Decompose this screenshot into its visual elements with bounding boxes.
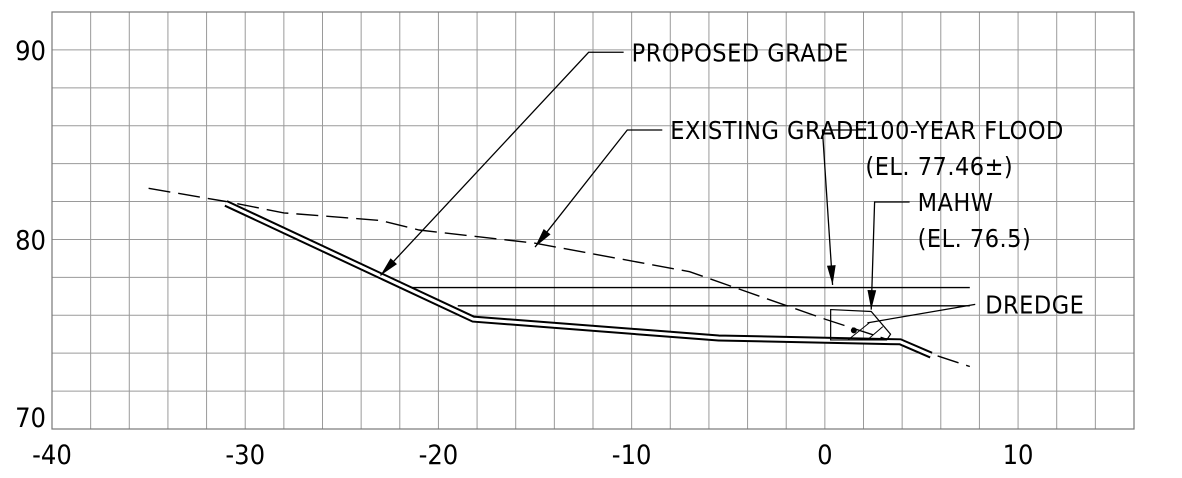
callout-existing: EXISTING GRADE — [534, 116, 868, 248]
x-tick-label: -20 — [419, 440, 459, 471]
proposed-grade-inner — [225, 202, 932, 357]
x-tick-labels: -40 -30 -20 -10 0 10 — [32, 440, 1033, 471]
callout-mahw: MAHW (EL. 76.5) — [867, 188, 1031, 310]
existing-grade-line — [148, 187, 971, 368]
callout-dredge: DREDGE — [867, 290, 1084, 324]
callout-label: 100-YEAR FLOOD — [865, 116, 1063, 145]
y-tick-label: 90 — [15, 36, 46, 67]
x-tick-label: 0 — [817, 440, 832, 471]
y-tick-label: 80 — [15, 225, 46, 256]
x-tick-label: 10 — [1003, 440, 1034, 471]
dredge-hatch — [847, 322, 870, 341]
y-tick-label: 70 — [15, 403, 46, 434]
x-tick-label: -10 — [612, 440, 652, 471]
dredge-area — [830, 308, 892, 341]
arrowhead-icon — [867, 289, 877, 310]
grid — [52, 12, 1134, 429]
callout-label: MAHW — [918, 188, 994, 217]
water-level-lines — [399, 286, 970, 307]
arrowhead-icon — [380, 258, 397, 276]
callout-label: (EL. 76.5) — [918, 224, 1032, 253]
callout-label: DREDGE — [985, 290, 1084, 319]
dredge-hatch — [867, 326, 884, 341]
plot-frame — [51, 11, 1135, 430]
dredge-outline — [830, 308, 892, 341]
arrowhead-icon — [535, 229, 551, 248]
grade-lines — [148, 187, 971, 368]
leader-line — [379, 51, 624, 276]
callout-flood: 100-YEAR FLOOD (EL. 77.46±) — [821, 116, 1063, 285]
y-tick-labels: 90 80 70 — [15, 36, 46, 434]
callout-proposed: PROPOSED GRADE — [379, 38, 849, 276]
plot-border — [51, 11, 1135, 430]
leader-line — [821, 129, 858, 285]
arrowhead-icon — [826, 265, 836, 285]
x-tick-label: -30 — [225, 440, 265, 471]
callout-label: (EL. 77.46±) — [865, 152, 1013, 181]
x-tick-label: -40 — [32, 440, 72, 471]
leader-line — [534, 129, 663, 248]
dredge-dot — [850, 327, 857, 334]
leader-line — [870, 201, 910, 310]
callout-label: PROPOSED GRADE — [632, 38, 849, 67]
dredge-leader — [867, 303, 976, 324]
